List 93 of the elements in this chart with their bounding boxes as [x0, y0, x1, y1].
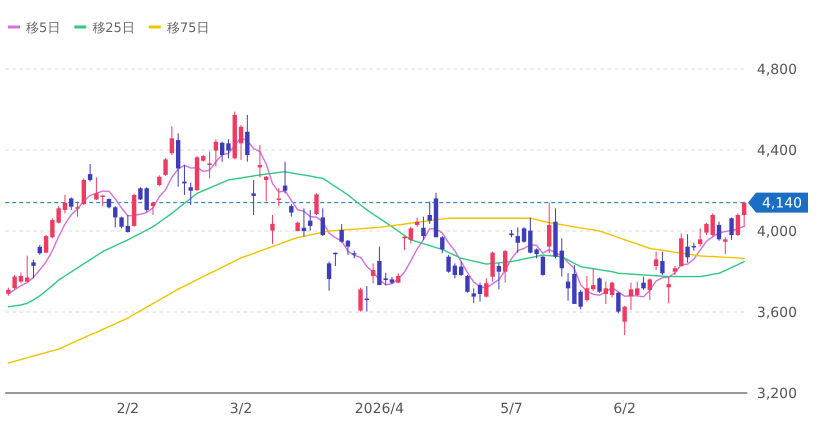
candlestick [207, 151, 212, 179]
candlestick [698, 228, 702, 248]
candlestick [214, 138, 218, 168]
candlestick [94, 176, 99, 201]
candlestick [320, 208, 325, 237]
candlestick [597, 277, 602, 294]
ref-line-label: 4,140 [762, 196, 802, 212]
candlestick [736, 212, 740, 237]
candlestick [326, 261, 332, 292]
candlestick [282, 161, 288, 194]
candlestick [710, 212, 715, 238]
candlestick [264, 175, 268, 202]
candlestick [578, 289, 583, 310]
candlestick [546, 202, 552, 254]
candlestick [704, 222, 709, 236]
legend-label: 移5日 [26, 21, 60, 36]
candlestick [648, 278, 652, 301]
candlestick [584, 275, 590, 302]
candlestick [88, 163, 92, 182]
candlestick [364, 286, 370, 312]
candlestick [502, 250, 508, 284]
candlestick [106, 198, 112, 209]
candlestick [370, 262, 376, 284]
candlestick [276, 188, 281, 207]
candlestick [641, 276, 646, 290]
candlestick [635, 281, 640, 298]
line-series [8, 170, 745, 308]
legend-label: 移75日 [166, 21, 210, 36]
x-tick-label: 2/2 [116, 401, 140, 417]
candlestick [258, 144, 262, 178]
candlestick [157, 174, 162, 187]
candlestick [414, 216, 420, 228]
x-tick-label: 6/2 [613, 401, 636, 417]
candlestick [238, 124, 244, 160]
candlestick [38, 244, 42, 256]
candlestick [182, 164, 187, 196]
candlestick [100, 194, 105, 207]
x-tick-label: 5/7 [500, 401, 523, 417]
candlestick [534, 248, 539, 259]
candlestick [421, 216, 426, 240]
y-tick-label: 3,600 [756, 305, 797, 321]
candlestick [302, 208, 306, 238]
candlestick [31, 259, 36, 279]
candlestick [251, 179, 256, 216]
candlestick [622, 305, 627, 336]
candlestick [333, 252, 338, 267]
y-tick-label: 4,800 [756, 62, 797, 78]
candlestick [25, 255, 30, 284]
y-tick-label: 4,400 [756, 143, 797, 159]
candlestick [358, 287, 363, 312]
legend-label: 移25日 [92, 21, 135, 36]
candlestick [138, 186, 143, 201]
candlestick [716, 221, 722, 242]
candlestick [484, 278, 489, 298]
candlestick [666, 276, 671, 304]
candlestick [516, 226, 520, 254]
candlestick [458, 261, 464, 276]
candlestick [465, 274, 470, 294]
candlestick [308, 209, 312, 232]
y-tick-label: 4,000 [756, 224, 797, 240]
candlestick [289, 204, 294, 218]
candlestick [616, 291, 621, 314]
candlestick [396, 272, 400, 284]
candlestick [742, 201, 746, 228]
candlestick [560, 238, 564, 278]
candlestick [245, 114, 250, 162]
candlestick [729, 216, 734, 240]
candlestick [654, 251, 658, 271]
y-tick-label: 3,200 [756, 386, 797, 402]
x-tick-label: 2026/4 [354, 401, 404, 417]
candlestick [528, 216, 533, 254]
candlestick [472, 288, 476, 304]
candlestick [113, 206, 118, 228]
candlestick [660, 251, 665, 276]
candlestick [428, 201, 432, 224]
candlestick [591, 268, 596, 292]
candlestick [496, 262, 502, 290]
candlestick [69, 196, 74, 210]
candlestick [144, 186, 149, 212]
candlestick [610, 281, 614, 298]
candlestick [126, 214, 130, 234]
candlestick [383, 272, 388, 286]
candlestick [314, 192, 319, 216]
candlestick [478, 282, 482, 302]
candlestick [295, 221, 300, 232]
candlestick [163, 158, 168, 176]
candlestick [604, 281, 608, 304]
candlestick [440, 236, 444, 254]
candlestick [150, 201, 156, 216]
candlestick [170, 126, 174, 156]
candlestick [540, 255, 546, 276]
x-tick-label: 3/2 [230, 401, 252, 417]
candlestick [220, 141, 224, 162]
